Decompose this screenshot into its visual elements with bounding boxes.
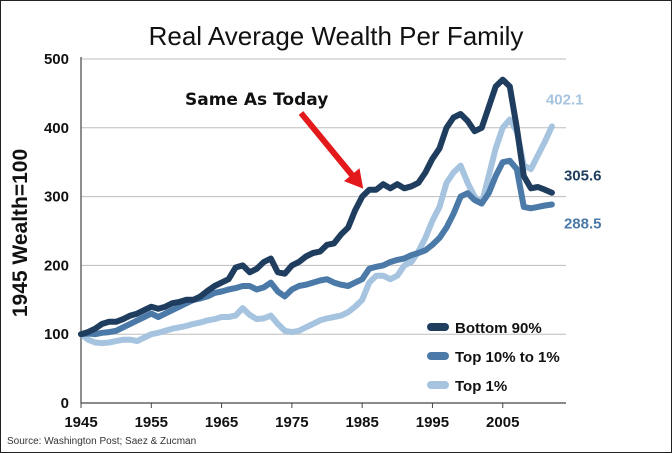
- legend-label-2: Top 1%: [455, 378, 507, 395]
- end-label-1: 288.5: [564, 216, 602, 233]
- axes: [80, 57, 566, 408]
- x-tick-label-1975: 1975: [275, 414, 308, 431]
- y-tick-label-0: 0: [61, 395, 69, 412]
- series-end-labels: 305.6 288.5 402.1: [546, 91, 602, 232]
- y-axis-label: 1945 Wealth=100: [9, 149, 32, 317]
- x-tick-label-1945: 1945: [64, 414, 97, 431]
- series-lines: [78, 76, 555, 347]
- annotation: Same As Today: [185, 90, 364, 189]
- legend: Bottom 90% Top 10% to 1% Top 1%: [427, 320, 560, 395]
- y-tick-labels: 0 100 200 300 400 500: [44, 51, 69, 412]
- y-tick-label-200: 200: [44, 257, 69, 274]
- series-line-top-1-: [78, 116, 555, 347]
- x-tick-label-1985: 1985: [345, 414, 378, 431]
- y-tick-label-300: 300: [44, 189, 69, 206]
- chart-title: Real Average Wealth Per Family: [149, 21, 524, 51]
- source-note: Source: Washington Post; Saez & Zucman: [7, 436, 196, 447]
- x-tick-label-1995: 1995: [416, 414, 449, 431]
- x-tick-labels: 1945 1955 1965 1975 1985 1995 2005: [64, 414, 519, 431]
- y-tick-label-100: 100: [44, 326, 69, 343]
- x-tick-label-1955: 1955: [135, 414, 168, 431]
- legend-label-1: Top 10% to 1%: [455, 349, 560, 366]
- y-tick-label-500: 500: [44, 51, 69, 68]
- y-tick-label-400: 400: [44, 120, 69, 137]
- x-tick-label-1965: 1965: [205, 414, 238, 431]
- annotation-arrow: [298, 111, 364, 189]
- legend-label-0: Bottom 90%: [455, 320, 542, 337]
- end-label-0: 305.6: [564, 168, 602, 185]
- gridlines: [81, 58, 566, 335]
- end-label-2: 402.1: [546, 91, 584, 108]
- x-tick-label-2005: 2005: [486, 414, 519, 431]
- series-line-top-10-to-1-: [78, 157, 555, 338]
- series-line-bottom-90-: [78, 76, 555, 338]
- annotation-text: Same As Today: [185, 90, 328, 110]
